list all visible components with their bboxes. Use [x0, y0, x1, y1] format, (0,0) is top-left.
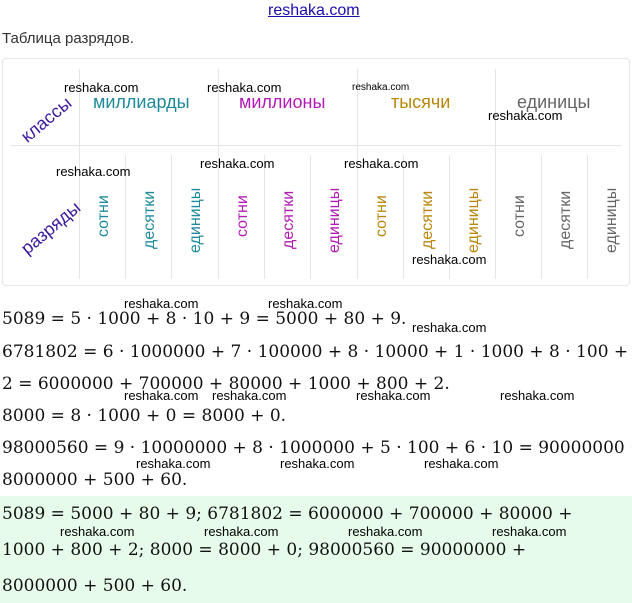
watermark: reshaka.com	[64, 80, 139, 95]
table-divider	[310, 155, 311, 279]
rank-tens: десятки	[141, 190, 158, 249]
table-divider	[79, 69, 80, 279]
watermark: reshaka.com	[412, 252, 487, 267]
site-link[interactable]: reshaka.com	[268, 2, 360, 19]
table-divider	[357, 69, 358, 279]
place-value-table: классы разряды миллиарды миллионы тысячи…	[2, 58, 630, 286]
row-label-classes: классы	[17, 92, 76, 147]
answer-line: 1000 + 800 + 2; 8000 = 8000 + 0; 9800056…	[2, 540, 527, 560]
table-divider	[587, 155, 588, 279]
rank-units: единицы	[326, 187, 343, 253]
table-divider	[11, 145, 621, 146]
table-divider	[218, 69, 219, 279]
watermark: reshaka.com	[348, 524, 423, 539]
rank-hundreds: сотни	[511, 195, 528, 237]
rank-units: единицы	[465, 187, 482, 253]
solution-line: 2 = 6000000 + 700000 + 80000 + 1000 + 80…	[2, 374, 450, 394]
class-millions: миллионы	[239, 92, 326, 112]
table-divider	[541, 155, 542, 279]
rank-tens: десятки	[557, 190, 574, 249]
rank-hundreds: сотни	[234, 195, 251, 237]
rank-hundreds: сотни	[95, 195, 112, 237]
watermark: reshaka.com	[424, 456, 499, 471]
solution-line: 6781802 = 6 · 1000000 + 7 · 100000 + 8 ·…	[2, 342, 629, 362]
class-units: единицы	[517, 92, 591, 112]
answer-box	[0, 496, 632, 603]
watermark: reshaka.com	[492, 524, 567, 539]
rank-units: единицы	[187, 187, 204, 253]
answer-line: 5089 = 5000 + 80 + 9; 6781802 = 6000000 …	[2, 504, 573, 524]
watermark: reshaka.com	[280, 456, 355, 471]
rank-hundreds: сотни	[373, 195, 390, 237]
rank-tens: десятки	[419, 190, 436, 249]
table-divider	[125, 155, 126, 279]
rank-units: единицы	[603, 187, 620, 253]
table-caption: Таблица разрядов.	[2, 30, 134, 47]
watermark: reshaka.com	[207, 80, 282, 95]
watermark: reshaka.com	[204, 524, 279, 539]
rank-tens: десятки	[280, 190, 297, 249]
answer-line: 8000000 + 500 + 60.	[2, 576, 188, 596]
watermark: reshaka.com	[344, 156, 419, 171]
class-thousands: тысячи	[391, 92, 451, 112]
table-divider	[403, 155, 404, 279]
watermark: reshaka.com	[136, 456, 211, 471]
table-divider	[264, 155, 265, 279]
watermark: reshaka.com	[212, 388, 287, 403]
watermark: reshaka.com	[200, 156, 275, 171]
watermark: reshaka.com	[352, 82, 410, 93]
watermark: reshaka.com	[268, 296, 343, 311]
solution-line: 5089 = 5 · 1000 + 8 · 10 + 9 = 5000 + 80…	[2, 309, 407, 329]
watermark: reshaka.com	[124, 296, 199, 311]
watermark: reshaka.com	[488, 108, 563, 123]
watermark: reshaka.com	[124, 388, 199, 403]
table-divider	[495, 69, 496, 279]
watermark: reshaka.com	[56, 164, 131, 179]
row-label-ranks: разряды	[17, 197, 85, 259]
watermark: reshaka.com	[500, 388, 575, 403]
solution-line: 8000 = 8 · 1000 + 0 = 8000 + 0.	[2, 406, 287, 426]
solution-line: 98000560 = 9 · 10000000 + 8 · 1000000 + …	[2, 438, 632, 458]
table-divider	[171, 155, 172, 279]
table-divider	[449, 155, 450, 279]
solution-line: 8000000 + 500 + 60.	[2, 470, 188, 490]
watermark: reshaka.com	[356, 388, 431, 403]
class-billions: миллиарды	[93, 92, 190, 112]
watermark: reshaka.com	[412, 320, 487, 335]
watermark: reshaka.com	[60, 524, 135, 539]
